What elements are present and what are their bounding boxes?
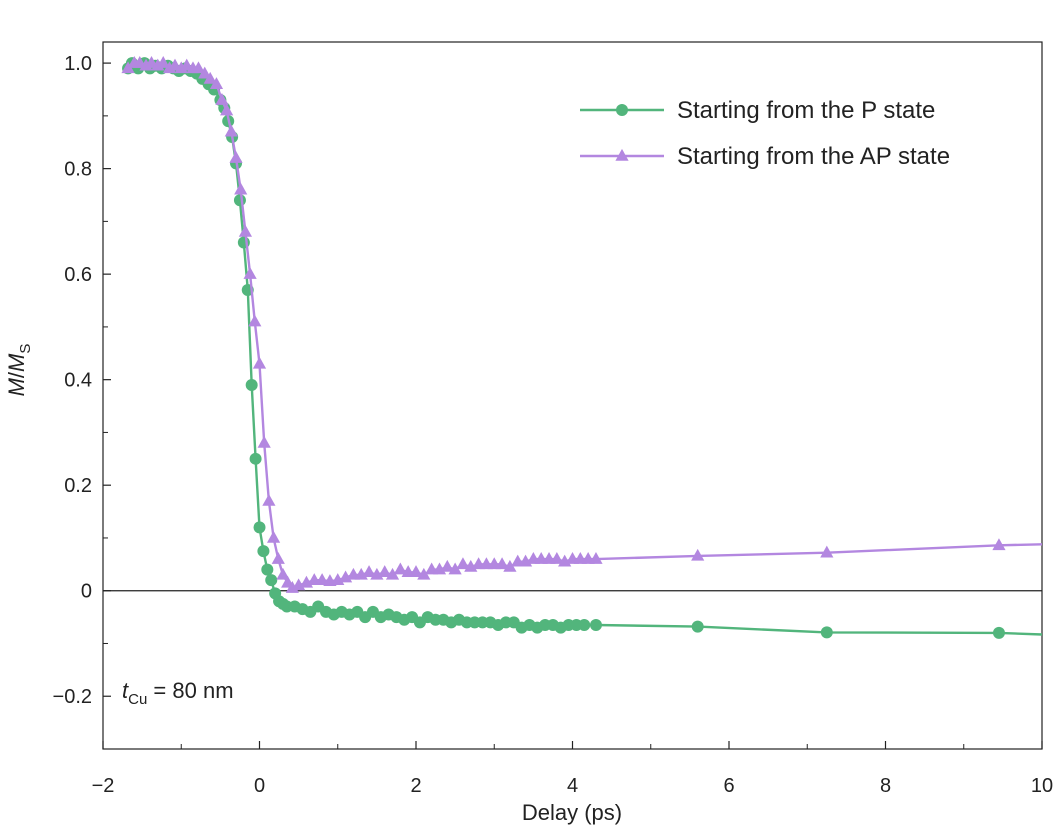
data-point [417,567,431,580]
data-point [271,551,285,564]
y-axis-title-separator: / [4,371,29,378]
data-point [266,530,281,543]
x-tick-label: −2 [92,775,115,797]
data-point [992,538,1006,551]
legend: Starting from the P state Starting from t… [580,97,950,170]
data-point [393,562,407,575]
data-point [156,56,170,68]
y-tick-label: 0 [81,581,92,603]
y-axis-title-subscript: S [17,344,34,354]
data-point [385,567,400,580]
data-point [248,314,262,327]
x-tick-label: 0 [254,775,265,797]
y-tick-label: 0.8 [64,159,92,181]
x-tick-label: 4 [567,775,578,797]
data-point [253,521,266,534]
data-point [262,493,276,506]
data-point [550,551,564,564]
data-point [224,124,238,137]
data-point [215,92,229,105]
y-axis-title: M/MS [4,344,34,397]
series-line [127,61,1043,590]
data-point [238,224,253,237]
y-tick-label: 1.0 [64,53,92,75]
y-axis-title-numerator: M [4,377,29,396]
x-tick-label: 6 [723,775,734,797]
thickness-annotation: tCu = 80 nm [122,678,234,708]
data-point [820,626,833,639]
data-point [578,619,591,632]
x-tick-label: 2 [410,775,421,797]
data-point [448,562,462,575]
data-point [589,551,603,564]
legend-label: Starting from the P state [677,97,935,124]
data-point [245,378,258,391]
annotation-subscript: Cu [128,691,147,708]
data-point [589,619,602,632]
y-tick-label: 0.4 [64,370,92,392]
data-point [820,545,834,558]
data-point [992,626,1005,639]
data-point [257,545,270,558]
data-point [121,61,135,74]
data-point [203,71,217,84]
data-point [495,557,509,570]
x-axis-title: Delay (ps) [522,800,622,825]
data-point [691,620,704,633]
x-tick-label: 10 [1031,775,1053,797]
axes: −2 0 2 4 6 8 10 −0.2 0 0.2 0.4 0.6 0.8 1.0 [53,41,1053,797]
data-point [265,574,278,587]
data-point [378,565,392,578]
data-point [409,565,423,578]
data-point [315,573,329,585]
y-tick-label: 0.6 [64,264,92,286]
data-point [276,567,290,580]
data-point [257,435,271,448]
legend-marker [616,104,628,116]
data-point [220,103,234,116]
data-point [198,66,212,79]
y-axis-title-denominator: M [4,353,29,372]
y-tick-label: 0.2 [64,475,92,497]
annotation-value: = 80 nm [147,678,233,703]
data-point [249,452,262,465]
y-tick-label: −0.2 [53,686,92,708]
series-2 [121,56,1043,593]
data-point [191,61,206,74]
series-layer [121,56,1043,639]
data-point [456,557,470,570]
x-tick-label: 8 [880,775,891,797]
data-point [503,559,517,572]
data-point [209,77,224,89]
legend-item-1: Starting from the P state [580,97,935,124]
data-point [362,565,376,578]
legend-item-2: Starting from the AP state [580,143,950,170]
data-point [252,356,267,369]
data-point [261,563,274,576]
data-point [233,194,246,207]
data-point [234,182,248,195]
data-point [440,559,454,572]
data-point [243,267,257,279]
legend-marker [615,148,629,161]
data-point [229,151,243,163]
annotation-symbol: t [122,678,129,703]
legend-label: Starting from the AP state [677,143,950,170]
data-point [691,548,705,561]
